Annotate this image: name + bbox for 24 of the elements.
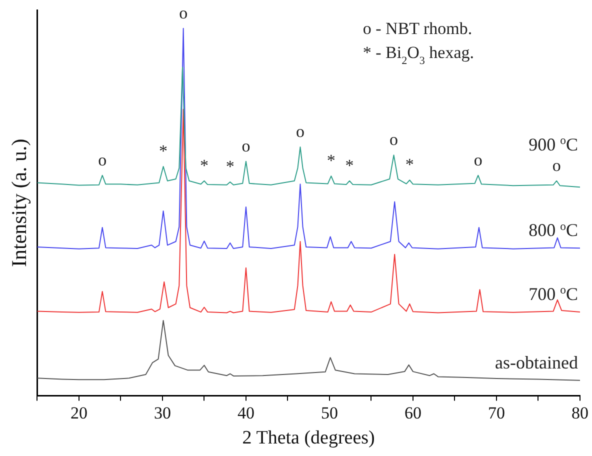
annotation: o bbox=[474, 150, 482, 170]
x-tick-label: 50 bbox=[320, 403, 338, 422]
annotation: o bbox=[98, 150, 107, 170]
x-tick-label: 70 bbox=[488, 403, 505, 422]
x-tick-label: 60 bbox=[404, 403, 422, 422]
x-axis-title: 2 Theta (degrees) bbox=[242, 428, 375, 449]
annotation: * bbox=[200, 156, 208, 175]
annotation: o bbox=[179, 3, 188, 22]
annotation: * bbox=[326, 151, 336, 170]
annotation: o bbox=[296, 122, 304, 142]
x-tick-label: 20 bbox=[70, 403, 88, 422]
annotation: * bbox=[226, 156, 234, 176]
annotation: * bbox=[159, 142, 168, 161]
x-tick-label: 40 bbox=[237, 403, 254, 422]
annotation: * bbox=[345, 156, 354, 175]
y-axis-title: Intensity (a. u.) bbox=[7, 138, 32, 268]
annotation: o bbox=[552, 156, 561, 175]
annotation: o bbox=[242, 136, 250, 156]
annotation: o - NBT rhomb. bbox=[362, 19, 472, 38]
x-tick-label: 80 bbox=[572, 403, 588, 422]
annotation: * bbox=[405, 155, 414, 174]
x-tick-label: 30 bbox=[154, 403, 171, 422]
series-label: as-obtained bbox=[495, 352, 578, 372]
annotation: o bbox=[390, 130, 398, 150]
